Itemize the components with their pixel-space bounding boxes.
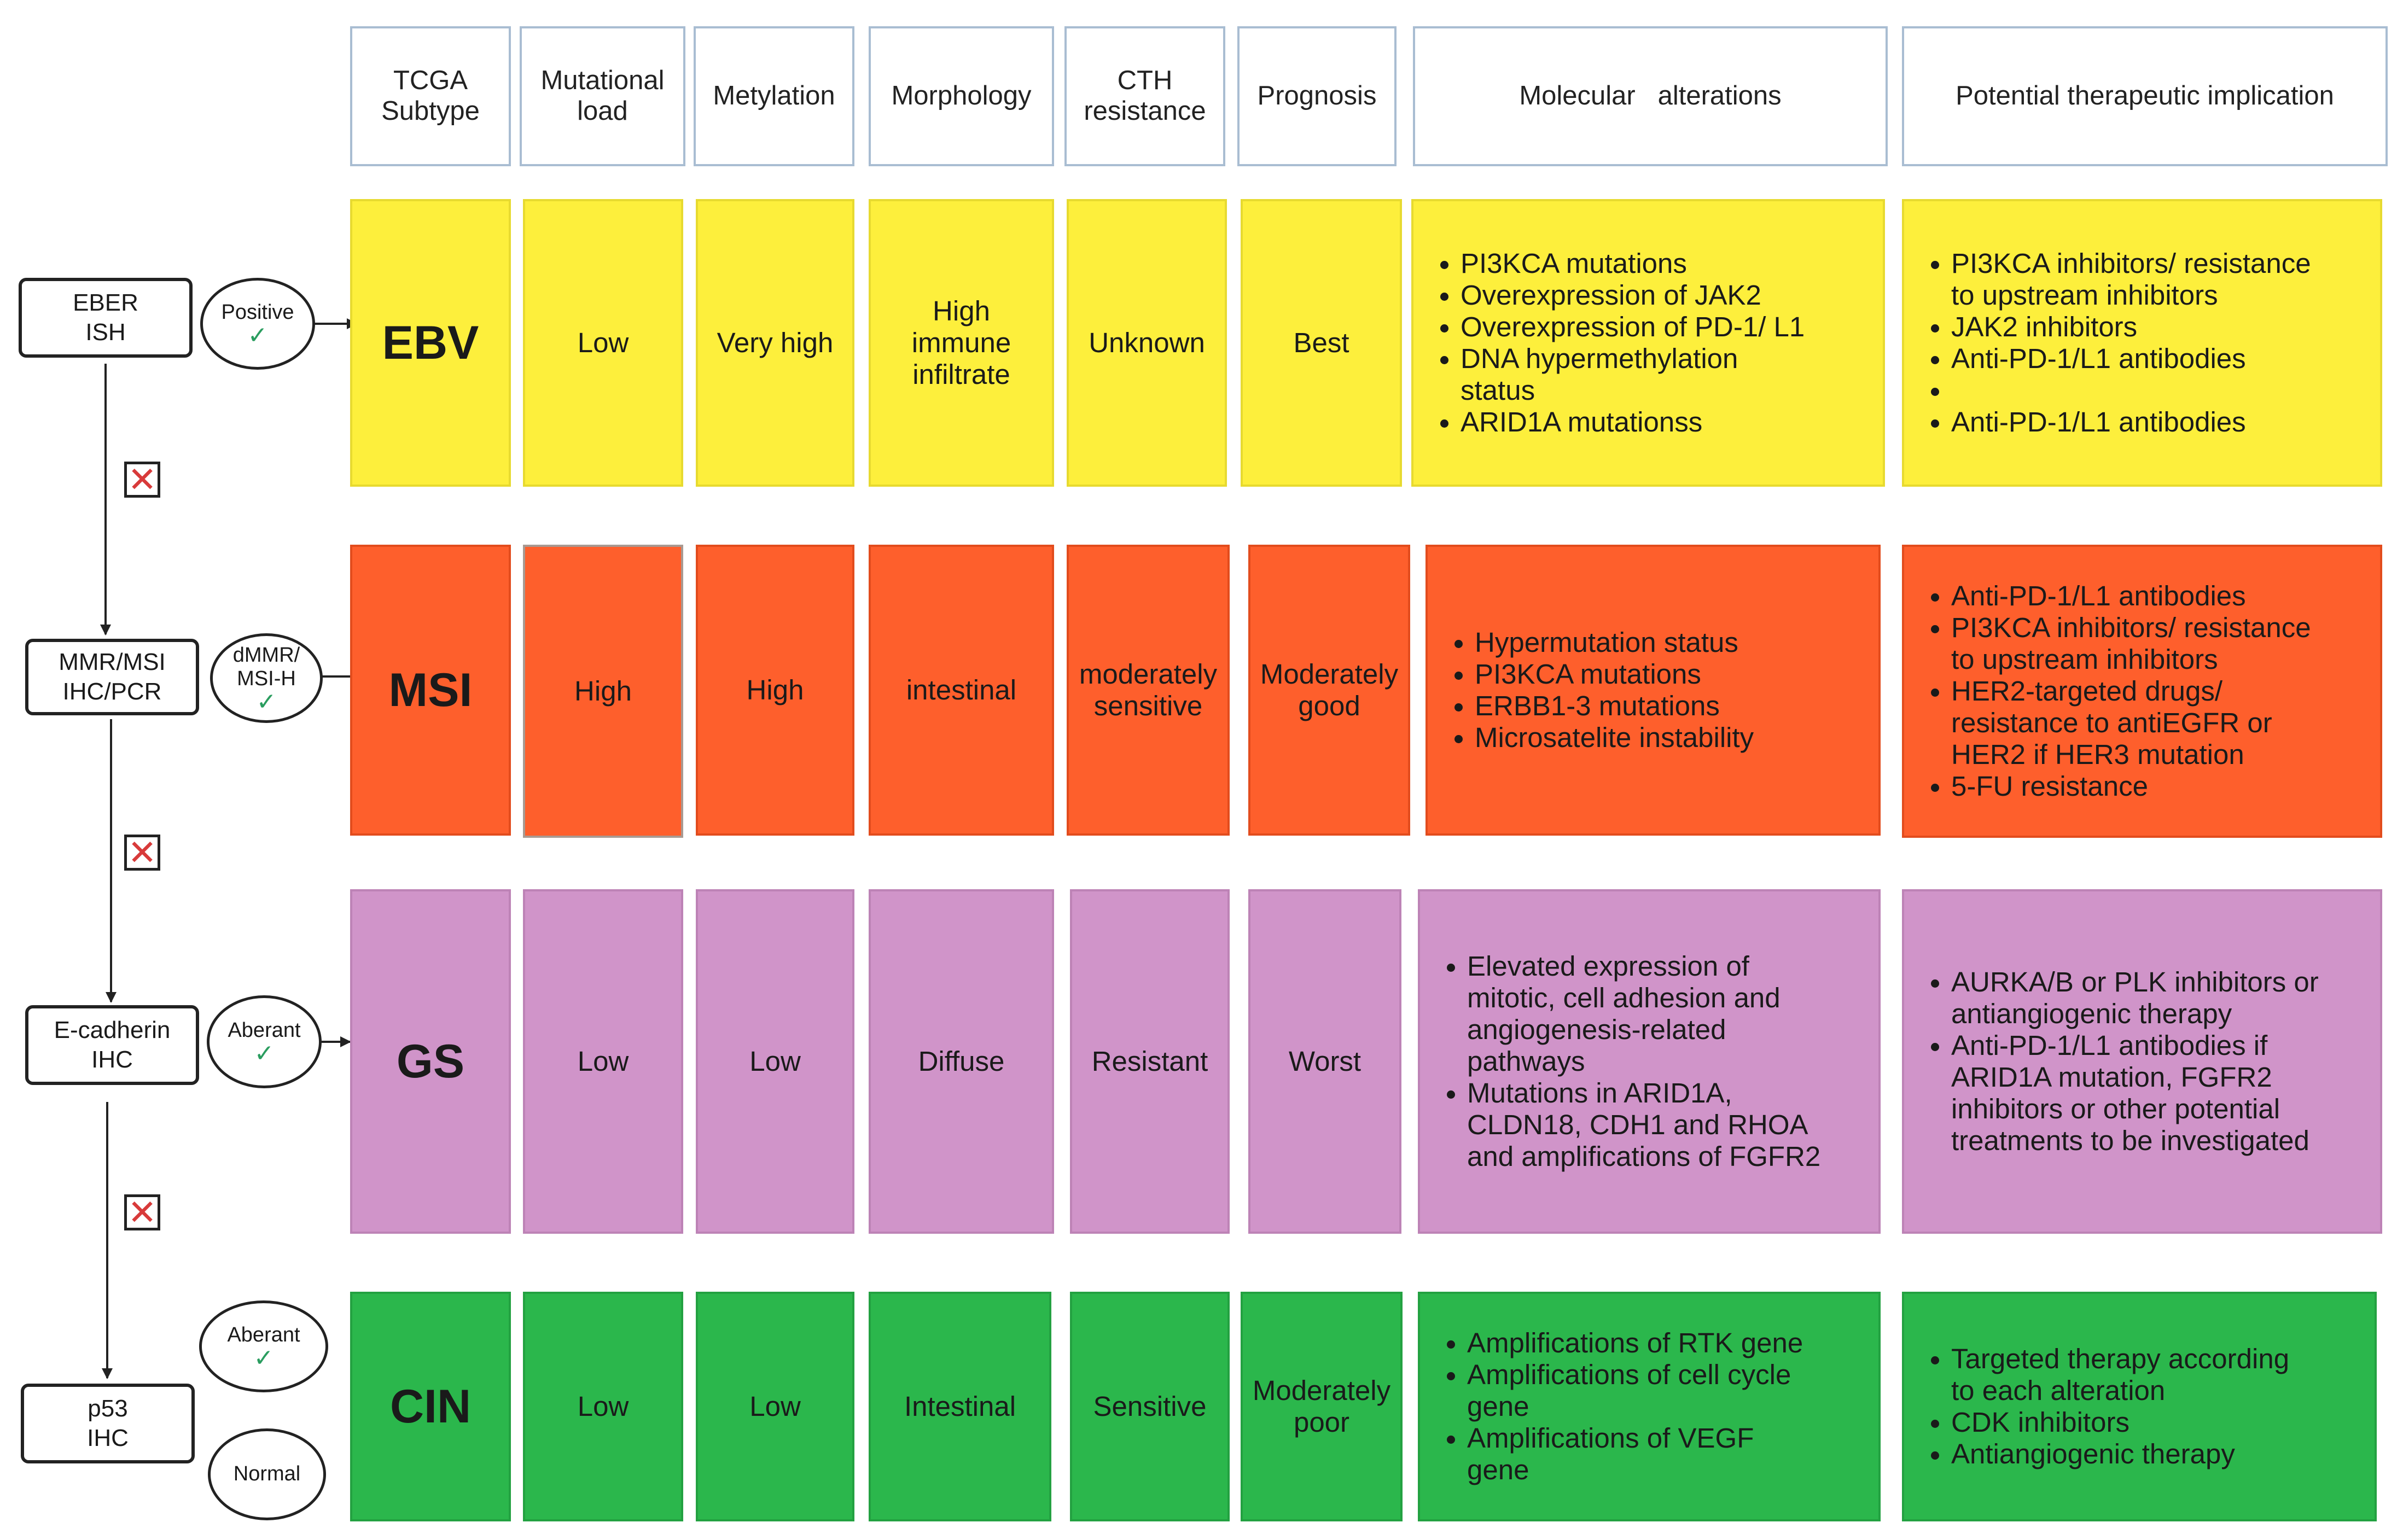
result-aberant-p53-label: Aberant <box>227 1323 300 1347</box>
gs-prognosis: Worst <box>1248 889 1401 1234</box>
msi-therapeutic-item: Anti-PD-1/L1 antibodies <box>1951 580 2329 612</box>
ebv-therapeutic-item: Anti-PD-1/L1 antibodies <box>1951 343 2329 375</box>
gs-molecular-alterations: Elevated expression of mitotic, cell adh… <box>1418 889 1881 1234</box>
msi-molecular-item: Microsatelite instability <box>1475 722 1825 754</box>
cin-therapeutic-implications: Targeted therapy according to each alter… <box>1902 1292 2377 1521</box>
msi-therapeutic-item: PI3KCA inhibitors/ resistance to upstrea… <box>1951 612 2329 675</box>
header-mutational-load: Mutational load <box>520 26 685 166</box>
gs-cth-resistance: Resistant <box>1070 889 1230 1234</box>
cin-therapeutic-item: Antiangiogenic therapy <box>1951 1438 2301 1470</box>
msi-molecular-item: PI3KCA mutations <box>1475 658 1825 690</box>
gs-molecular-item: Elevated expression of mitotic, cell adh… <box>1467 950 1839 1078</box>
ebv-molecular-item: DNA hypermethylation status <box>1461 343 1816 406</box>
cin-therapeutic-item: Targeted therapy according to each alter… <box>1951 1343 2301 1407</box>
ebv-therapeutic-item: JAK2 inhibitors <box>1951 311 2329 343</box>
result-dmmr-label: dMMR/ MSI-H <box>232 643 300 691</box>
cin-molecular-item: Amplifications of cell cycle gene <box>1467 1359 1806 1422</box>
ebv-molecular-alterations: PI3KCA mutations Overexpression of JAK2 … <box>1411 199 1885 487</box>
cin-molecular-item: Amplifications of RTK gene <box>1467 1327 1806 1359</box>
result-aberant-ecadherin: Aberant ✓ <box>207 995 322 1088</box>
result-positive: Positive ✓ <box>200 278 315 370</box>
subtype-ebv: EBV <box>350 199 511 487</box>
check-icon: ✓ <box>254 1040 275 1068</box>
msi-molecular-alterations: Hypermutation status PI3KCA mutations ER… <box>1425 545 1881 836</box>
header-therapeutic: Potential therapeutic implication <box>1902 26 2388 166</box>
ebv-molecular-item: Overexpression of JAK2 <box>1461 279 1816 311</box>
ebv-mutational-load: Low <box>523 199 683 487</box>
ebv-therapeutic-item: PI3KCA inhibitors/ resistance to upstrea… <box>1951 248 2329 311</box>
ebv-therapeutic-item <box>1951 375 2329 406</box>
cin-therapeutic-item: CDK inhibitors <box>1951 1407 2301 1438</box>
header-prognosis: Prognosis <box>1237 26 1397 166</box>
msi-prognosis: Moderately good <box>1248 545 1410 836</box>
check-icon: ✓ <box>253 1345 274 1372</box>
ebv-prognosis: Best <box>1241 199 1402 487</box>
result-aberant-p53: Aberant ✓ <box>199 1300 328 1392</box>
result-positive-label: Positive <box>221 301 294 324</box>
msi-therapeutic-implications: Anti-PD-1/L1 antibodies PI3KCA inhibitor… <box>1902 545 2382 838</box>
gs-therapeutic-implications: AURKA/B or PLK inhibitors or antiangioge… <box>1902 889 2382 1234</box>
gs-mutational-load: Low <box>523 889 683 1234</box>
ebv-metylation: Very high <box>696 199 854 487</box>
header-metylation: Metylation <box>694 26 854 166</box>
result-normal-p53: Normal <box>208 1428 326 1520</box>
test-mmr-msi: MMR/MSI IHC/PCR <box>25 639 199 715</box>
header-morphology: Morphology <box>869 26 1054 166</box>
result-normal-label: Normal <box>233 1462 301 1486</box>
result-dmmr: dMMR/ MSI-H ✓ <box>210 633 323 723</box>
ebv-morphology: High immune infiltrate <box>869 199 1054 487</box>
cin-morphology: Intestinal <box>869 1292 1051 1521</box>
ebv-molecular-item: ARID1A mutationss <box>1461 406 1816 438</box>
gs-therapeutic-item: AURKA/B or PLK inhibitors or antiangioge… <box>1951 966 2329 1030</box>
cin-molecular-item: Amplifications of VEGF gene <box>1467 1422 1806 1486</box>
header-molecular: Molecular alterations <box>1413 26 1888 166</box>
subtype-msi: MSI <box>350 545 511 836</box>
header-subtype: TCGA Subtype <box>350 26 511 166</box>
test-eber-ish: EBER ISH <box>19 278 193 358</box>
header-cth-resistance: CTH resistance <box>1064 26 1225 166</box>
cin-prognosis: Moderately poor <box>1241 1292 1403 1521</box>
gs-morphology: Diffuse <box>869 889 1054 1234</box>
check-icon: ✓ <box>247 322 268 349</box>
cin-mutational-load: Low <box>523 1292 683 1521</box>
subtype-gs: GS <box>350 889 511 1234</box>
cin-molecular-alterations: Amplifications of RTK gene Amplification… <box>1418 1292 1881 1521</box>
result-aberant-ecadherin-label: Aberant <box>228 1019 301 1042</box>
ebv-molecular-item: PI3KCA mutations <box>1461 248 1816 279</box>
cin-cth-resistance: Sensitive <box>1070 1292 1230 1521</box>
check-icon: ✓ <box>256 688 277 715</box>
red-x-icon: ✕ <box>124 835 160 871</box>
msi-morphology: intestinal <box>869 545 1054 836</box>
msi-therapeutic-item: HER2-targeted drugs/ resistance to antiE… <box>1951 675 2329 771</box>
ebv-therapeutic-implications: PI3KCA inhibitors/ resistance to upstrea… <box>1902 199 2382 487</box>
gs-therapeutic-item: Anti-PD-1/L1 antibodies if ARID1A mutati… <box>1951 1030 2329 1157</box>
cin-metylation: Low <box>696 1292 854 1521</box>
msi-mutational-load: High <box>523 545 683 838</box>
test-p53: p53 IHC <box>21 1384 195 1463</box>
red-x-icon: ✕ <box>124 1194 160 1230</box>
subtype-cin: CIN <box>350 1292 511 1521</box>
msi-cth-resistance: moderately sensitive <box>1067 545 1230 836</box>
gs-molecular-item: Mutations in ARID1A, CLDN18, CDH1 and RH… <box>1467 1077 1839 1172</box>
gs-metylation: Low <box>696 889 854 1234</box>
msi-molecular-item: Hypermutation status <box>1475 627 1825 658</box>
red-x-icon: ✕ <box>124 462 160 498</box>
test-ecadherin: E-cadherin IHC <box>25 1005 199 1085</box>
ebv-therapeutic-item: Anti-PD-1/L1 antibodies <box>1951 406 2329 438</box>
ebv-cth-resistance: Unknown <box>1067 199 1227 487</box>
msi-therapeutic-item: 5-FU resistance <box>1951 771 2329 802</box>
ebv-molecular-item: Overexpression of PD-1/ L1 <box>1461 311 1816 343</box>
msi-metylation: High <box>696 545 854 836</box>
msi-molecular-item: ERBB1-3 mutations <box>1475 690 1825 722</box>
